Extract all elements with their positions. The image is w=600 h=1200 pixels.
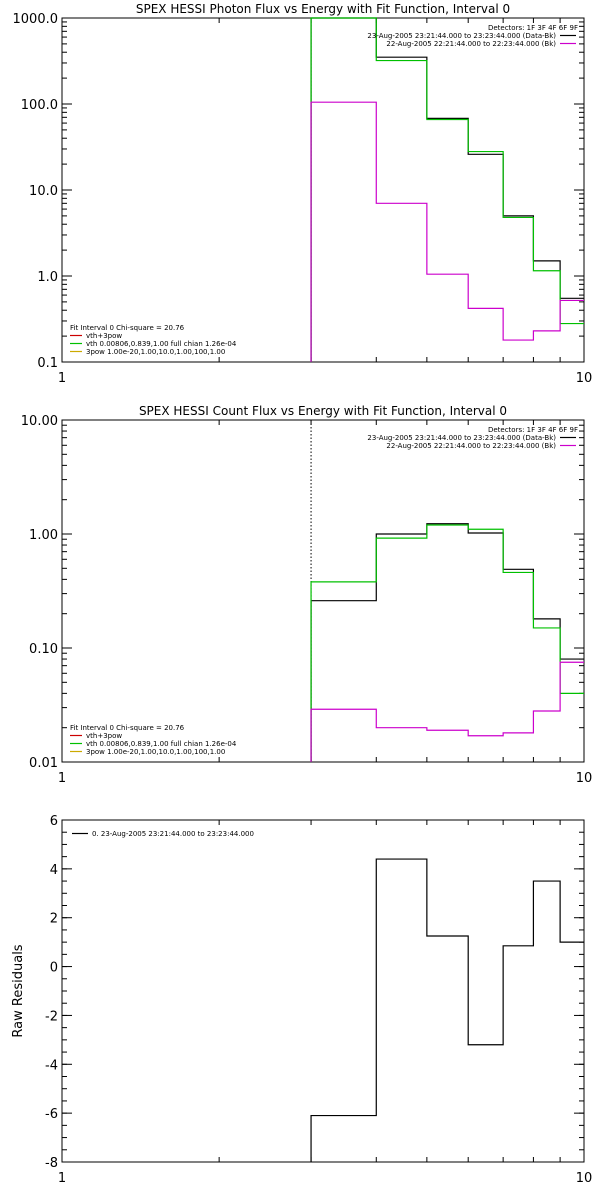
x-tick-label: 1 (58, 371, 66, 386)
y-tick-label: -6 (45, 1107, 58, 1122)
y-tick-label: 1.0 (37, 270, 58, 285)
y-tick-label: 6 (50, 814, 58, 829)
info-line: 22-Aug-2005 22:21:44.000 to 22:23:44.000… (386, 40, 556, 48)
x-tick-label: 1 (58, 1171, 66, 1186)
y-tick-label: 0.01 (29, 756, 58, 771)
info-line: Detectors: 1F 3F 4F 6F 9F (488, 426, 578, 434)
y-tick-label: 2 (50, 912, 58, 927)
y-tick-label: 10.00 (21, 414, 58, 429)
minor-ticks (62, 819, 584, 1163)
fit-info-line: vth+3pow (86, 732, 122, 740)
info-line: Detectors: 1F 3F 4F 6F 9F (488, 24, 578, 32)
series-2-histogram (310, 17, 584, 362)
x-tick-label: 10 (576, 1171, 593, 1186)
chart-1: SPEX HESSI Photon Flux vs Energy with Fi… (13, 2, 593, 386)
y-axis-label: Raw Residuals (11, 944, 26, 1037)
plot-frame (61, 819, 585, 1163)
y-tick-label: -4 (45, 1058, 58, 1073)
fit-info-line: vth 0.00806,0.839,1.00 full chian 1.26e-… (86, 740, 237, 748)
y-tick-label: 10.0 (29, 184, 58, 199)
y-tick-label: -2 (45, 1009, 58, 1024)
chart-2: SPEX HESSI Count Flux vs Energy with Fit… (21, 404, 592, 786)
series-3-histogram (310, 101, 584, 362)
series-2-histogram (310, 524, 584, 762)
plot-frame (61, 17, 585, 363)
y-tick-label: 0 (50, 961, 58, 976)
info-line: 23-Aug-2005 23:21:44.000 to 23:23:44.000… (367, 32, 556, 40)
info-line: 22-Aug-2005 22:21:44.000 to 22:23:44.000… (386, 442, 556, 450)
chart-title: SPEX HESSI Photon Flux vs Energy with Fi… (136, 2, 510, 16)
chart-3: Raw Residuals -8 -6 -4 -2 0 2 4 6 1 10 0. 23-Aug-20… (11, 814, 592, 1186)
series-1-histogram (310, 523, 584, 762)
y-tick-label: 1.00 (29, 528, 58, 543)
legend-label: 0. 23-Aug-2005 23:21:44.000 to 23:23:44.… (92, 830, 254, 838)
x-tick-label: 10 (576, 371, 593, 386)
y-tick-label: 4 (50, 863, 58, 878)
series-1-histogram (310, 858, 584, 1162)
y-tick-label: 100.0 (21, 98, 58, 113)
minor-ticks (62, 18, 584, 362)
x-tick-label: 1 (58, 771, 66, 786)
y-tick-label: 1000.0 (13, 12, 59, 27)
x-tick-label: 10 (576, 771, 593, 786)
fit-info-line: vth+3pow (86, 332, 122, 340)
series-3-histogram (310, 661, 584, 762)
fit-info-line: Fit Interval 0 Chi-square = 20.76 (70, 324, 185, 332)
series-1-histogram (310, 17, 584, 362)
fit-info-line: 3pow 1.00e-20,1.00,10.0,1.00,100,1.00 (86, 748, 225, 756)
info-line: 23-Aug-2005 23:21:44.000 to 23:23:44.000… (367, 434, 556, 442)
fit-info-line: 3pow 1.00e-20,1.00,10.0,1.00,100,1.00 (86, 348, 225, 356)
plot-frame (61, 419, 585, 763)
y-tick-label: -8 (45, 1156, 58, 1171)
chart-title: SPEX HESSI Count Flux vs Energy with Fit… (139, 404, 507, 418)
y-tick-label: 0.1 (37, 356, 58, 371)
fit-info-line: Fit Interval 0 Chi-square = 20.76 (70, 724, 185, 732)
fit-info-line: vth 0.00806,0.839,1.00 full chian 1.26e-… (86, 340, 237, 348)
y-tick-label: 0.10 (29, 642, 58, 657)
minor-ticks (62, 420, 584, 762)
